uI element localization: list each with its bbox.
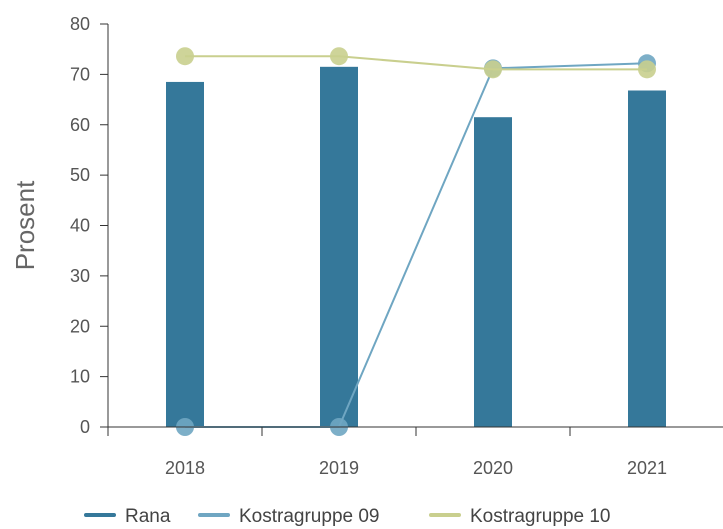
x-tick-label: 2019 [319,458,359,478]
y-tick-label: 60 [70,115,90,135]
y-axis: 0 10 20 30 40 50 60 70 80 [70,14,109,437]
legend-label: Kostragruppe 10 [470,506,611,527]
y-tick-label: 10 [70,367,90,387]
y-tick-label: 50 [70,165,90,185]
point-1-2021 [638,60,656,79]
bar-2019 [320,66,358,427]
bar-2018 [166,81,204,428]
bar-2020 [474,117,512,427]
bar-2021 [628,90,666,428]
y-axis-title: Prosent [10,180,40,270]
y-tick-label: 20 [70,316,90,336]
legend-item[interactable]: Kostragruppe 10 [429,506,611,527]
x-tick-label: 2021 [627,458,667,478]
legend: Rana Kostragruppe 09 Kostragruppe 10 [84,506,611,527]
legend-item[interactable]: Rana [84,506,171,527]
y-tick-label: 30 [70,266,90,286]
point-1-2018 [176,47,194,66]
x-tick-label: 2018 [165,458,205,478]
y-tick-label: 70 [70,64,90,84]
x-axis: 2018 2019 2020 2021 [107,426,723,478]
legend-label: Kostragruppe 09 [239,506,380,527]
legend-item[interactable]: Kostragruppe 09 [198,506,380,527]
x-tick-label: 2020 [473,458,513,478]
y-tick-label: 80 [70,14,90,34]
point-1-2019 [330,47,348,66]
point-1-2020 [484,60,502,79]
bar-series [166,66,666,428]
y-tick-label: 40 [70,216,90,236]
legend-label: Rana [125,506,171,527]
line-series [176,47,656,436]
y-tick-label: 0 [80,417,90,437]
line-0 [185,62,648,428]
line-1 [185,55,647,71]
